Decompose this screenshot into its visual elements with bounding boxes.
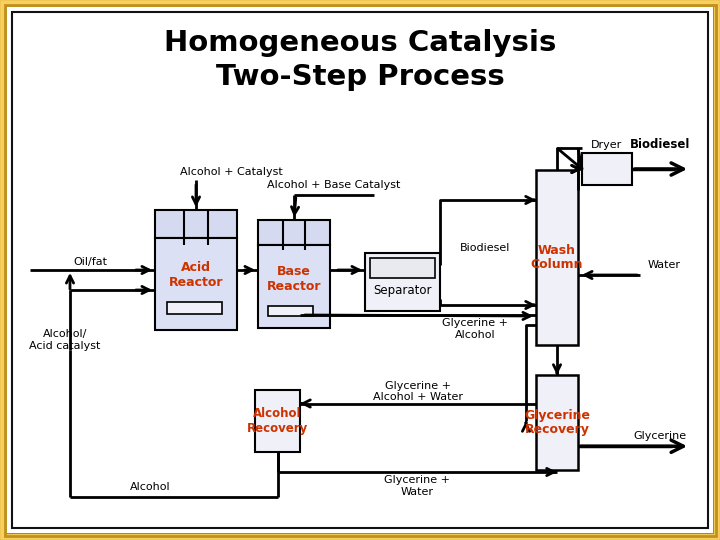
Bar <box>155 210 237 238</box>
Bar <box>370 258 435 278</box>
Text: Biodiesel: Biodiesel <box>460 243 510 253</box>
Bar <box>365 253 440 311</box>
Bar <box>536 375 578 470</box>
Text: Oil/fat: Oil/fat <box>73 257 107 267</box>
Text: Separator: Separator <box>373 284 432 297</box>
Text: Glycerine
Recovery: Glycerine Recovery <box>524 408 590 436</box>
Text: Alcohol
Recovery: Alcohol Recovery <box>247 407 308 435</box>
Bar <box>258 245 330 328</box>
Text: Alcohol: Alcohol <box>130 482 171 492</box>
Text: Glycerine +
Water: Glycerine + Water <box>384 475 450 497</box>
Bar <box>167 302 222 314</box>
Text: Alcohol + Base Catalyst: Alcohol + Base Catalyst <box>267 180 401 190</box>
Text: Base
Reactor: Base Reactor <box>266 265 321 293</box>
Bar <box>536 170 578 345</box>
Text: Biodiesel: Biodiesel <box>630 138 690 152</box>
Bar <box>268 306 313 316</box>
Text: Alcohol + Catalyst: Alcohol + Catalyst <box>179 167 282 177</box>
Text: Acid
Reactor: Acid Reactor <box>168 261 223 289</box>
Text: Homogeneous Catalysis
Two-Step Process: Homogeneous Catalysis Two-Step Process <box>164 29 556 91</box>
Text: Glycerine: Glycerine <box>634 431 687 441</box>
Text: Glycerine +
Alcohol + Water: Glycerine + Alcohol + Water <box>373 381 463 402</box>
Text: Dryer: Dryer <box>591 140 623 150</box>
Bar <box>155 238 237 330</box>
Text: Alcohol/
Acid catalyst: Alcohol/ Acid catalyst <box>30 329 101 351</box>
Bar <box>255 390 300 452</box>
Text: Water: Water <box>648 260 681 270</box>
Text: Wash
Column: Wash Column <box>531 244 583 272</box>
Bar <box>582 153 632 185</box>
Bar <box>258 220 330 245</box>
Text: Glycerine +
Alcohol: Glycerine + Alcohol <box>442 318 508 340</box>
